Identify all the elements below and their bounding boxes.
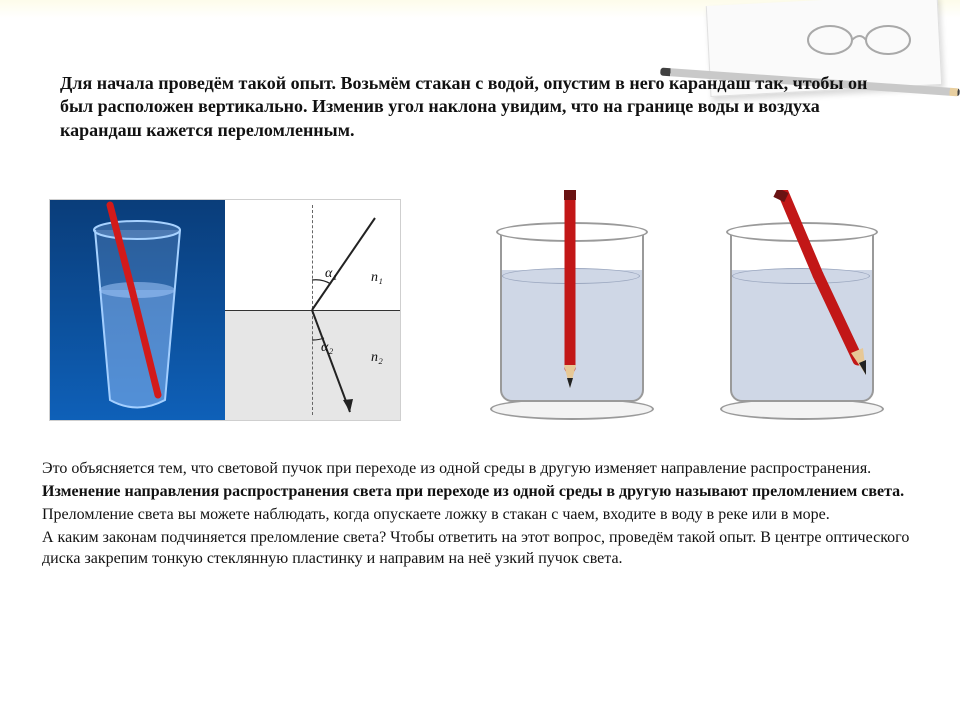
page-root: Для начала проведём такой опыт. Возьмём … [0,0,960,720]
outro-p2-bold: Изменение направления распространения св… [42,481,928,502]
alpha2-label: α₂ [321,340,333,356]
beaker-vertical [470,190,660,430]
intro-paragraph: Для начала проведём такой опыт. Возьмём … [60,72,900,142]
alpha1-label: α₁ [325,266,337,282]
n1-label: n₁ [371,270,383,286]
outro-p4: А каким законам подчиняется преломление … [42,527,928,569]
outro-block: Это объясняется тем, что световой пучок … [42,458,928,572]
refraction-ray-diagram: α₁ α₂ n₁ n₂ [225,200,400,420]
outro-p3: Преломление света вы можете наблюдать, к… [42,504,928,525]
glasses-icon [800,10,920,60]
photo-glass-straw [50,200,225,420]
photo-and-diagram: α₁ α₂ n₁ n₂ [50,200,400,420]
n2-label: n₂ [371,350,383,366]
outro-p1: Это объясняется тем, что световой пучок … [42,458,928,479]
beaker-tilted [700,190,890,430]
figures-row: α₁ α₂ n₁ n₂ [50,190,920,430]
